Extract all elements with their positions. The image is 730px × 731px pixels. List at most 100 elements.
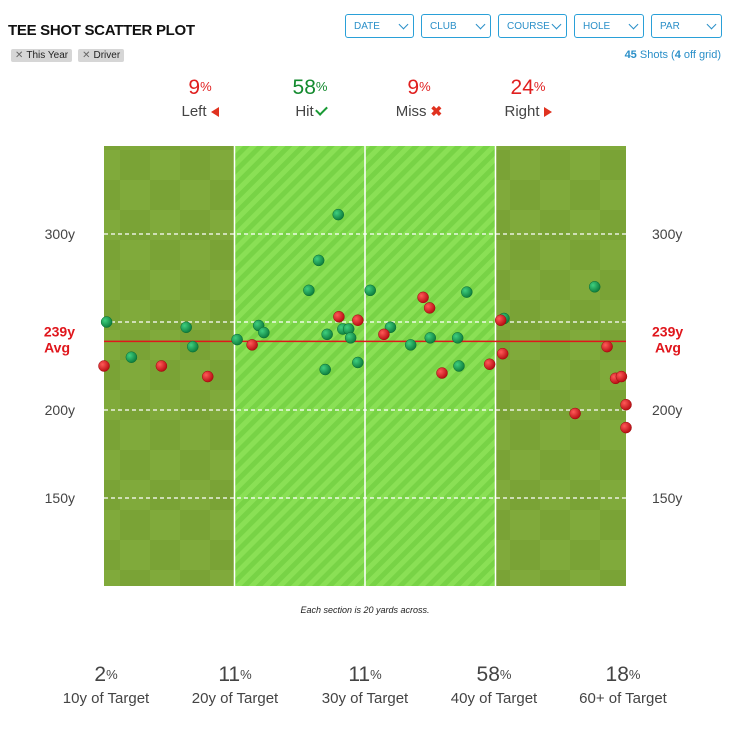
percent-sign: %: [419, 79, 431, 94]
off-grid-value: 4: [674, 49, 681, 61]
hit-shot-point: [303, 284, 315, 297]
y-tick-label-right: 150y: [652, 490, 682, 506]
stat-miss-label: Miss: [395, 103, 427, 120]
average-text-label: Avg: [44, 339, 70, 355]
distance-stat-value: 11: [348, 663, 371, 686]
stat-hit: 58% Hit: [250, 76, 370, 120]
hit-shot-point: [180, 321, 192, 334]
hit-shot-point: [364, 284, 376, 297]
hit-shot-point: [319, 363, 331, 376]
miss-shot-point: [569, 407, 581, 420]
filter-label: PAR: [660, 20, 680, 32]
fairway-section: [234, 146, 365, 586]
hit-shot-point: [312, 254, 325, 267]
shot-count-text: Shots (: [636, 49, 675, 61]
miss-shot-point: [333, 310, 345, 323]
percent-sign: %: [499, 667, 512, 682]
distance-stat-label: 20y of Target: [191, 690, 279, 707]
percent-sign: %: [106, 667, 118, 682]
stat-hit-label: Hit: [295, 103, 314, 120]
average-text-label: Avg: [655, 339, 681, 355]
tag-label: This Year: [26, 50, 69, 61]
y-tick-label-left: 300y: [45, 226, 75, 242]
distance-stat-30y: 11% 30y of Target: [300, 663, 430, 707]
hit-shot-point: [258, 326, 270, 339]
miss-shot-point: [423, 302, 436, 314]
distance-stat-label: 30y of Target: [321, 690, 409, 707]
right-arrow-icon: [543, 106, 552, 117]
hit-shot-point: [451, 332, 464, 344]
filter-label: DATE: [354, 20, 380, 32]
miss-shot-point: [601, 340, 613, 353]
distance-stat-value: 2: [94, 663, 107, 686]
filter-bar: DATE CLUB COURSE HOLE PAR: [345, 14, 722, 38]
filter-date[interactable]: DATE: [345, 14, 414, 38]
hit-shot-point: [344, 332, 357, 344]
stat-left-value: 9: [188, 76, 201, 99]
close-icon[interactable]: ✕: [15, 50, 24, 61]
miss-shot-point: [483, 358, 496, 370]
stat-right: 24% Right: [468, 76, 588, 120]
hit-shot-point: [461, 286, 473, 298]
stat-miss-value: 9: [407, 76, 420, 99]
distance-stat-label: 10y of Target: [62, 690, 150, 707]
filter-par[interactable]: PAR: [651, 14, 722, 38]
miss-shot-point: [436, 367, 448, 379]
hit-shot-point: [404, 339, 417, 351]
filter-hole[interactable]: HOLE: [574, 14, 644, 38]
close-icon[interactable]: ✕: [82, 50, 91, 61]
off-grid-text: off grid): [680, 49, 721, 61]
stat-left: 9% Left: [140, 76, 260, 120]
hit-shot-point: [100, 316, 113, 328]
miss-shot-point: [98, 360, 110, 372]
tag-driver[interactable]: ✕ Driver: [78, 49, 125, 62]
miss-shot-point: [155, 360, 168, 372]
shot-points: [98, 208, 632, 434]
hit-shot-point: [453, 360, 465, 372]
hit-shot-point: [186, 340, 199, 353]
y-tick-label-left: 150y: [45, 490, 75, 506]
percent-sign: %: [200, 79, 212, 94]
hit-shot-point: [588, 281, 601, 293]
rough-section: [104, 146, 235, 586]
miss-shot-point: [615, 370, 628, 383]
distance-stat-label: 60+ of Target: [579, 690, 667, 707]
miss-shot-point: [494, 314, 507, 326]
percent-sign: %: [533, 79, 546, 94]
shot-count: 45 Shots (4 off grid): [625, 49, 721, 61]
average-value-label: 239y: [44, 323, 75, 339]
miss-shot-point: [246, 339, 258, 351]
distance-stat-20y: 11% 20y of Target: [170, 663, 300, 707]
hit-shot-point: [424, 332, 436, 344]
miss-shot-point: [352, 314, 364, 326]
filter-course[interactable]: COURSE: [498, 14, 567, 38]
stat-hit-value: 58: [292, 76, 316, 99]
distance-stat-value: 58: [476, 663, 500, 686]
miss-shot-point: [620, 421, 632, 434]
tag-this-year[interactable]: ✕ This Year: [11, 49, 73, 62]
y-tick-label-right: 300y: [652, 226, 682, 242]
percent-sign: %: [240, 667, 252, 682]
hit-shot-point: [231, 333, 243, 346]
average-value-label: 239y: [652, 323, 683, 339]
left-arrow-icon: [210, 106, 219, 117]
shot-count-value: 45: [624, 49, 637, 61]
hit-shot-point: [321, 328, 333, 341]
active-filter-tags: ✕ This Year ✕ Driver: [11, 49, 125, 62]
miss-shot-point: [620, 398, 632, 411]
distance-stat-40y: 58% 40y of Target: [429, 663, 559, 707]
hit-shot-point: [352, 356, 364, 369]
fairway-section: [365, 146, 496, 586]
distance-stat-label: 40y of Target: [450, 690, 538, 707]
filter-label: CLUB: [430, 20, 457, 32]
y-tick-label-right: 200y: [652, 402, 682, 418]
cross-icon: ✖: [430, 103, 443, 119]
miss-shot-point: [417, 291, 429, 304]
filter-label: COURSE: [507, 20, 550, 32]
rough-section: [495, 146, 626, 586]
filter-club[interactable]: CLUB: [421, 14, 491, 38]
hit-shot-point: [332, 208, 344, 221]
tag-label: Driver: [93, 50, 121, 61]
